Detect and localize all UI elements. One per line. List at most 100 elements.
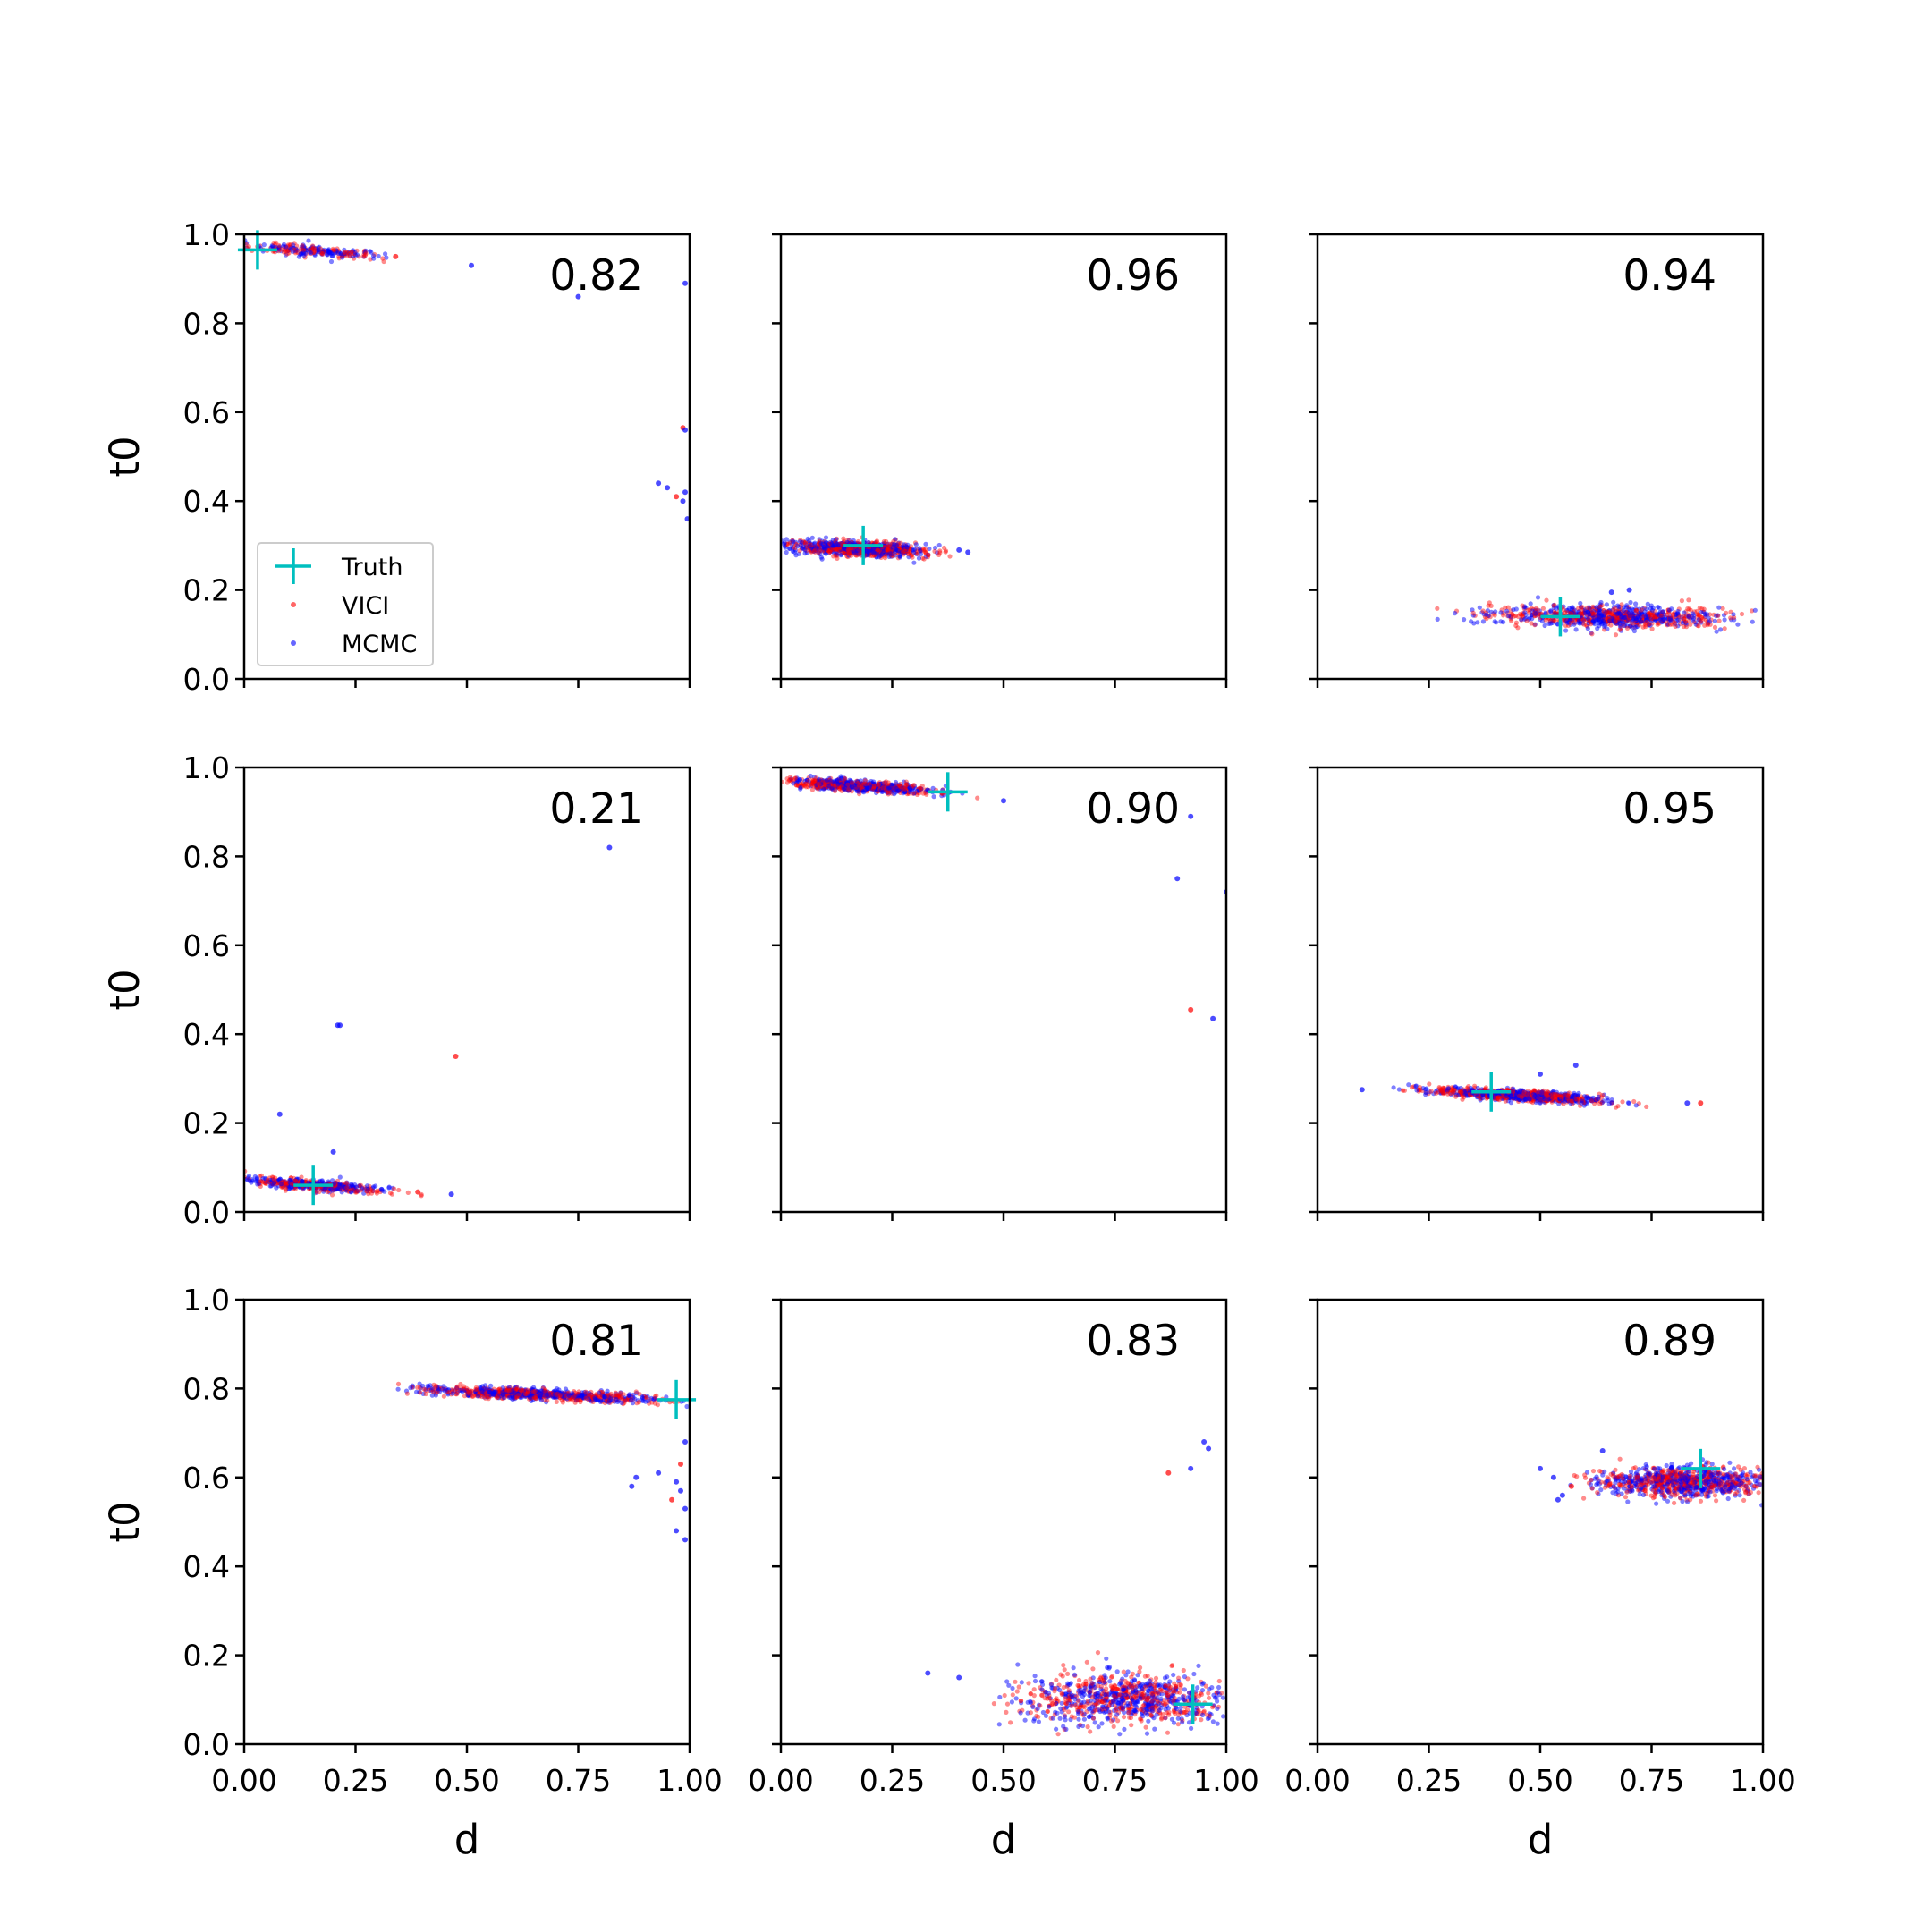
vici-point (1600, 1092, 1606, 1098)
mcmc-point (782, 540, 787, 546)
y-tick-label: 0.0 (183, 662, 230, 697)
mcmc-point (901, 542, 907, 547)
vici-point (1681, 614, 1686, 619)
mcmc-point (834, 551, 840, 556)
vici-outlier-point (1188, 1006, 1194, 1013)
vici-point (343, 1180, 349, 1185)
mcmc-point (905, 782, 911, 788)
vici-point (1550, 1096, 1555, 1101)
vici-point (1585, 605, 1590, 611)
vici-point (937, 548, 943, 554)
vici-point (312, 248, 318, 253)
vici-point (943, 549, 948, 555)
mcmc-point (1501, 619, 1506, 625)
mcmc-point (1504, 1093, 1509, 1098)
vici-point (877, 782, 882, 787)
mcmc-point (826, 784, 832, 789)
mcmc-outlier-point (956, 547, 962, 553)
data-points (1359, 1063, 1704, 1110)
mcmc-point (1462, 617, 1467, 623)
vici-point (793, 783, 800, 788)
mcmc-point (1539, 619, 1546, 624)
vici-point (1519, 1095, 1524, 1100)
vici-point (1696, 623, 1701, 629)
mcmc-outlier-point (684, 516, 690, 522)
vici-point (419, 1191, 424, 1198)
vici-point (1589, 622, 1594, 627)
mcmc-point (879, 552, 885, 557)
mcmc-point (843, 782, 849, 787)
mcmc-point (794, 777, 800, 783)
mcmc-outlier-point (682, 489, 688, 496)
mcmc-point (883, 789, 889, 794)
mcmc-point (291, 242, 296, 248)
vici-point (909, 553, 915, 558)
vici-point (899, 784, 904, 790)
vici-point (1440, 1085, 1445, 1090)
vici-point (1550, 1095, 1555, 1100)
legend-label: VICI (342, 592, 389, 620)
mcmc-point (276, 246, 282, 251)
mcmc-point (1568, 609, 1573, 615)
vici-point (1554, 1093, 1559, 1098)
vici-point (311, 246, 318, 251)
mcmc-point (1526, 1091, 1531, 1097)
mcmc-point (306, 238, 311, 243)
mcmc-point (1654, 612, 1659, 617)
vici-point (292, 1178, 299, 1183)
vici-point (1521, 1089, 1527, 1095)
mcmc-point (1657, 606, 1662, 611)
mcmc-point (1621, 607, 1626, 613)
mcmc-point (820, 541, 826, 547)
mcmc-point (1533, 611, 1538, 616)
vici-point (1450, 1088, 1455, 1093)
vici-point (1409, 1085, 1415, 1090)
mcmc-point (1683, 620, 1689, 626)
mcmc-point (1668, 618, 1674, 623)
mcmc-point (1427, 1089, 1432, 1095)
mcmc-point (917, 546, 922, 551)
mcmc-point (1480, 619, 1486, 624)
vici-point (514, 1385, 520, 1391)
mcmc-point (894, 786, 899, 792)
mcmc-point (911, 547, 916, 553)
mcmc-point (896, 782, 902, 787)
vici-point (1610, 612, 1615, 617)
mcmc-point (335, 1186, 341, 1191)
mcmc-point (833, 779, 838, 784)
vici-point (1436, 1089, 1441, 1095)
vici-point (1655, 622, 1660, 627)
vici-point (1642, 621, 1648, 626)
vici-point (1441, 1086, 1446, 1091)
vici-point (554, 1399, 559, 1404)
vici-point (1486, 603, 1491, 608)
vici-point (271, 240, 276, 246)
vici-point (1615, 1104, 1621, 1109)
mcmc-point (1606, 608, 1612, 614)
vici-point (1555, 1092, 1560, 1097)
mcmc-point (839, 775, 844, 781)
mcmc-point (342, 247, 347, 252)
mcmc-point (344, 1180, 350, 1185)
mcmc-point (846, 787, 852, 793)
vici-point (325, 1189, 330, 1194)
vici-point (636, 1400, 642, 1405)
vici-point (262, 1180, 267, 1185)
vici-point (856, 783, 862, 788)
mcmc-point (1552, 611, 1557, 616)
vici-point (828, 547, 834, 553)
mcmc-point (798, 784, 803, 791)
mcmc-point (360, 1186, 365, 1191)
vici-point (1496, 1097, 1501, 1102)
mcmc-point (1470, 607, 1475, 613)
vici-point (1402, 1088, 1407, 1093)
mcmc-point (848, 781, 854, 786)
mcmc-point (933, 545, 938, 551)
vici-point (1509, 618, 1514, 623)
mcmc-outlier-point (575, 293, 581, 300)
mcmc-point (1620, 620, 1625, 625)
vici-point (1607, 610, 1613, 615)
mcmc-point (1599, 1100, 1605, 1106)
panel-6: 0.95 (1309, 766, 1765, 1221)
mcmc-outlier-point (682, 280, 688, 286)
